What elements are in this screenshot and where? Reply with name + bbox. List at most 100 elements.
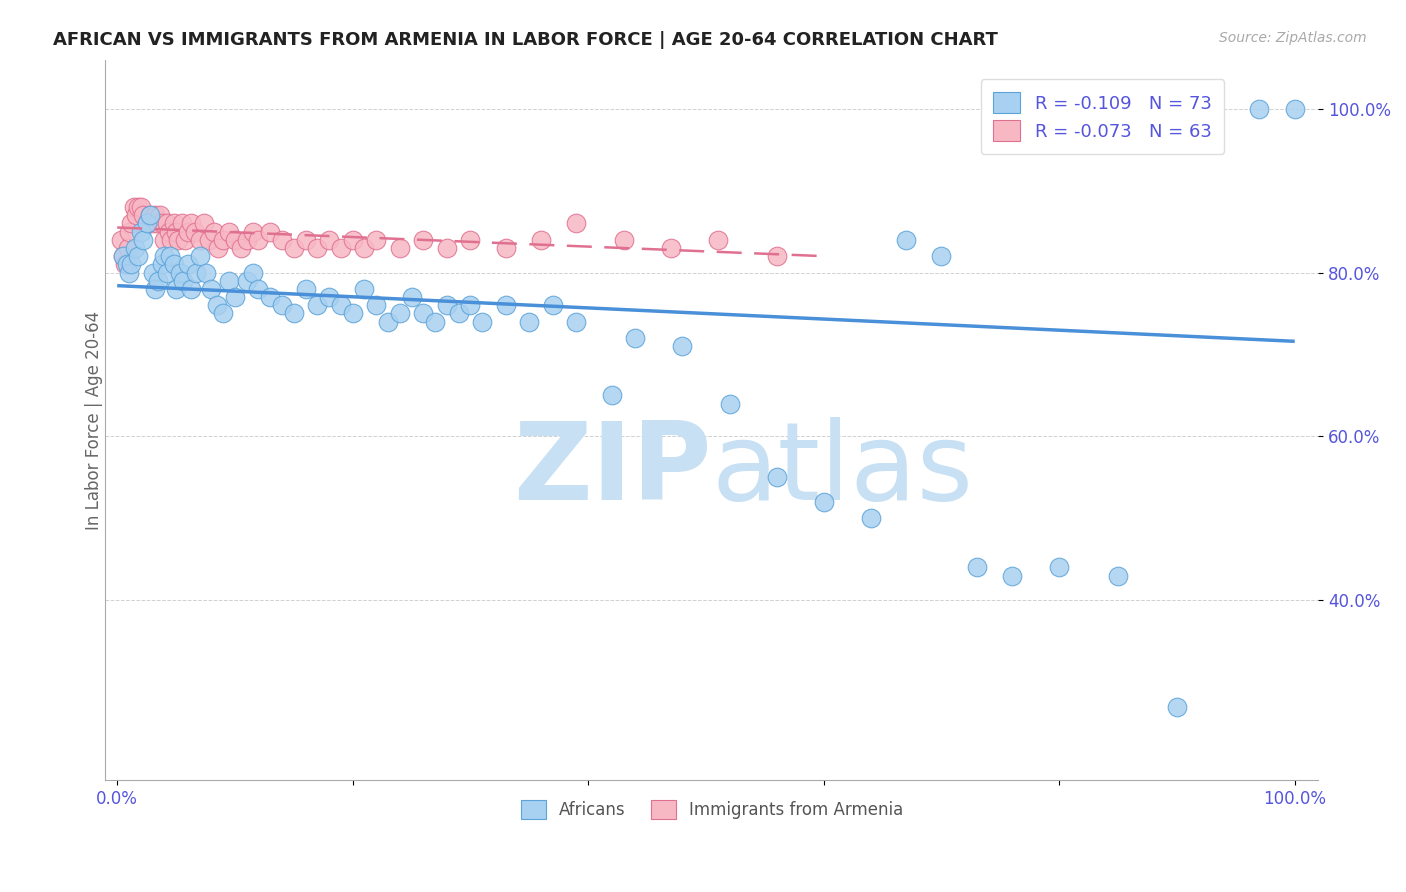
Point [163, 216, 186, 230]
Point [283, 306, 305, 320]
Text: Source: ZipAtlas.com: Source: ZipAtlas.com [1219, 31, 1367, 45]
Point [157, 225, 180, 239]
Point [218, 274, 240, 288]
Point [212, 233, 235, 247]
Point [146, 216, 169, 230]
Point [122, 200, 145, 214]
Point [132, 208, 155, 222]
Point [294, 233, 316, 247]
Point [412, 306, 434, 320]
Point [235, 233, 257, 247]
Point [706, 233, 728, 247]
Point [229, 241, 252, 255]
Point [894, 233, 917, 247]
Point [124, 241, 146, 255]
Point [135, 216, 157, 230]
Point [167, 233, 190, 247]
Point [127, 249, 149, 263]
Point [139, 208, 162, 222]
Text: atlas: atlas [711, 417, 974, 524]
Point [156, 216, 179, 230]
Point [135, 216, 157, 230]
Point [184, 225, 207, 239]
Point [353, 241, 375, 255]
Point [188, 233, 211, 247]
Point [765, 249, 787, 263]
Point [471, 315, 494, 329]
Y-axis label: In Labor Force | Age 20-64: In Labor Force | Age 20-64 [86, 310, 103, 530]
Point [1284, 102, 1306, 116]
Point [1047, 560, 1070, 574]
Point [612, 233, 634, 247]
Point [153, 233, 176, 247]
Point [180, 216, 202, 230]
Point [565, 216, 588, 230]
Point [242, 266, 264, 280]
Point [517, 315, 540, 329]
Point [307, 241, 329, 255]
Point [118, 266, 141, 280]
Point [366, 298, 388, 312]
Point [117, 241, 139, 255]
Point [765, 470, 787, 484]
Point [224, 233, 246, 247]
Point [329, 241, 352, 255]
Point [671, 339, 693, 353]
Point [388, 241, 411, 255]
Point [165, 282, 187, 296]
Point [353, 282, 375, 296]
Point [150, 257, 173, 271]
Point [388, 306, 411, 320]
Point [150, 216, 173, 230]
Text: ZIP: ZIP [513, 417, 711, 524]
Point [159, 249, 181, 263]
Point [294, 282, 316, 296]
Point [110, 233, 132, 247]
Point [193, 216, 215, 230]
Point [148, 208, 170, 222]
Point [1107, 568, 1129, 582]
Point [188, 249, 211, 263]
Point [207, 298, 229, 312]
Point [163, 257, 186, 271]
Point [112, 249, 135, 263]
Point [143, 208, 166, 222]
Point [259, 225, 281, 239]
Point [148, 274, 170, 288]
Point [271, 233, 294, 247]
Point [813, 495, 835, 509]
Point [247, 233, 270, 247]
Point [495, 298, 517, 312]
Legend: Africans, Immigrants from Armenia: Africans, Immigrants from Armenia [515, 794, 910, 826]
Point [1001, 568, 1024, 582]
Point [541, 298, 564, 312]
Point [194, 266, 217, 280]
Point [377, 315, 399, 329]
Point [283, 241, 305, 255]
Point [412, 233, 434, 247]
Point [460, 298, 482, 312]
Point [600, 388, 623, 402]
Point [659, 241, 682, 255]
Point [174, 233, 197, 247]
Point [129, 200, 152, 214]
Point [530, 233, 553, 247]
Point [931, 249, 953, 263]
Point [160, 233, 183, 247]
Point [114, 257, 136, 271]
Point [565, 315, 588, 329]
Point [859, 511, 882, 525]
Text: AFRICAN VS IMMIGRANTS FROM ARMENIA IN LABOR FORCE | AGE 20-64 CORRELATION CHART: AFRICAN VS IMMIGRANTS FROM ARMENIA IN LA… [53, 31, 998, 49]
Point [127, 200, 149, 214]
Point [460, 233, 482, 247]
Point [120, 257, 142, 271]
Point [259, 290, 281, 304]
Point [966, 560, 988, 574]
Point [207, 241, 229, 255]
Point [184, 266, 207, 280]
Point [1166, 699, 1188, 714]
Point [141, 266, 163, 280]
Point [141, 216, 163, 230]
Point [235, 274, 257, 288]
Point [718, 396, 741, 410]
